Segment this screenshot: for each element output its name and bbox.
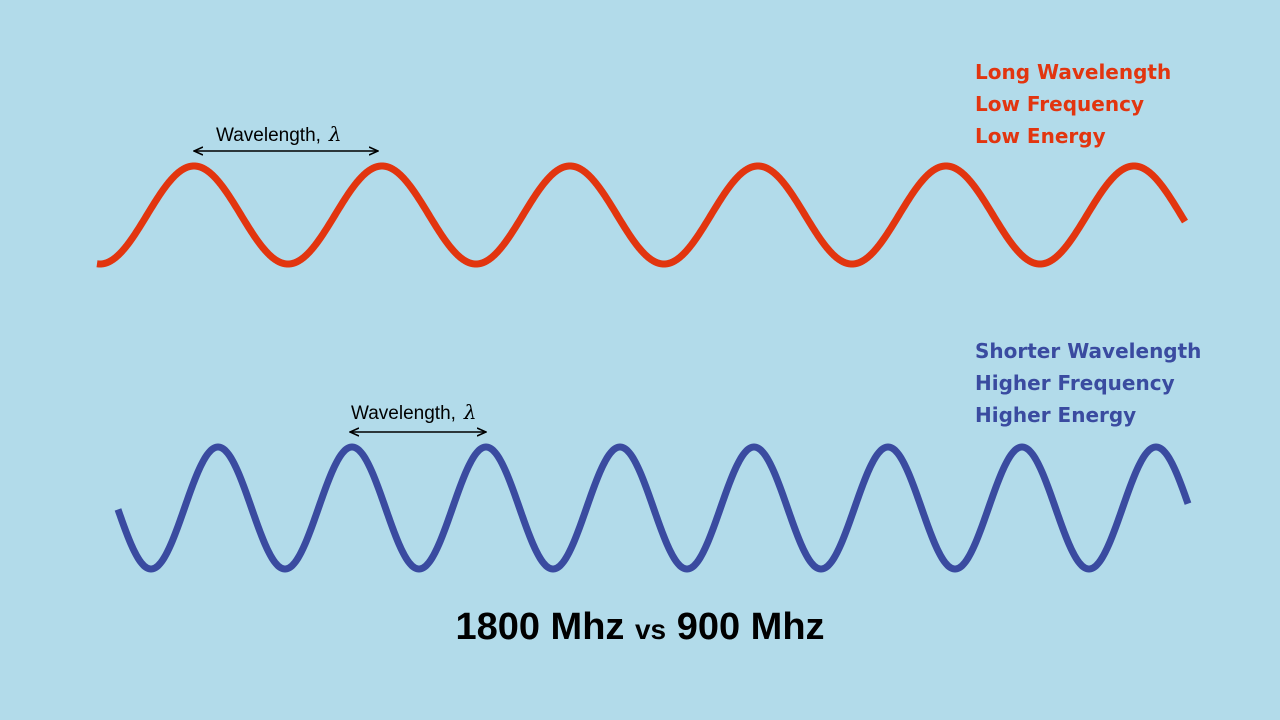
blue-wavelength-text: Wavelength, bbox=[351, 403, 456, 424]
red-label-frequency: Low Frequency bbox=[975, 92, 1144, 116]
caption-right: 900 Mhz bbox=[676, 606, 825, 648]
red-lambda-symbol: λ bbox=[328, 122, 342, 146]
red-label-wavelength: Long Wavelength bbox=[975, 60, 1172, 84]
red-wavelength-text: Wavelength, bbox=[216, 125, 321, 146]
blue-wavelength-label: Wavelength, λ bbox=[351, 400, 477, 425]
red-wave-description: Long Wavelength Low Frequency Low Energy bbox=[975, 56, 1171, 152]
blue-label-wavelength: Shorter Wavelength bbox=[975, 339, 1202, 363]
red-wave bbox=[96, 162, 1188, 268]
blue-label-frequency: Higher Frequency bbox=[975, 371, 1175, 395]
blue-lambda-symbol: λ bbox=[463, 400, 477, 424]
blue-wave bbox=[114, 443, 1192, 573]
caption-vs: vs bbox=[634, 614, 667, 645]
red-label-energy: Low Energy bbox=[975, 124, 1106, 148]
blue-label-energy: Higher Energy bbox=[975, 403, 1137, 427]
blue-wave-description: Shorter Wavelength Higher Frequency High… bbox=[975, 335, 1201, 431]
comparison-caption: 1800 Mhz vs 900 Mhz bbox=[0, 606, 1280, 649]
caption-left: 1800 Mhz bbox=[455, 606, 625, 648]
red-wavelength-label: Wavelength, λ bbox=[216, 122, 342, 147]
